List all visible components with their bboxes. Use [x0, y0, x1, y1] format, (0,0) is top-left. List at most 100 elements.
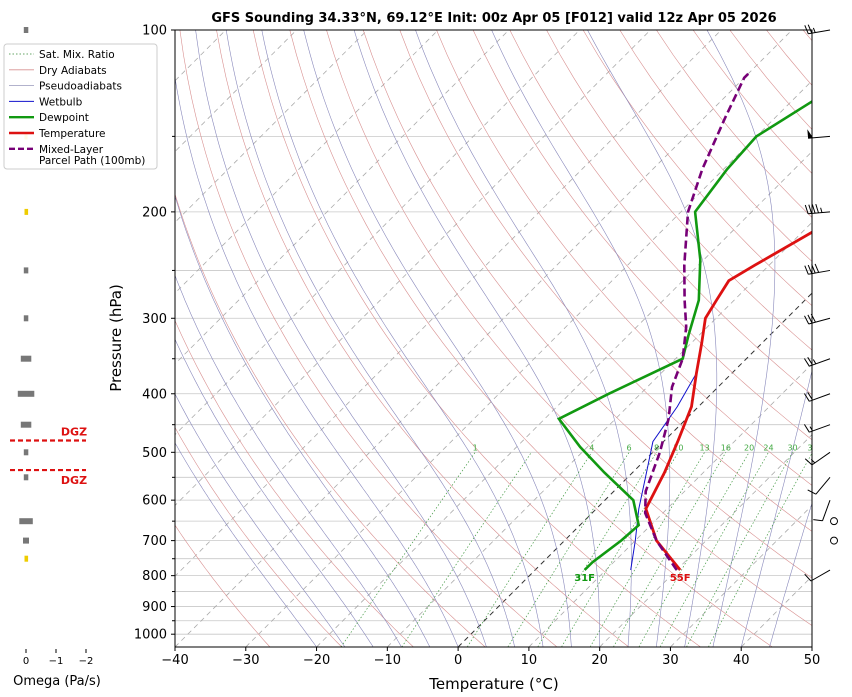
omega-axis-label: Omega (Pa/s): [13, 674, 101, 689]
wind-barb-feather: [807, 314, 813, 324]
dry-adiabat: [582, 30, 812, 307]
moist-adiabat: [415, 30, 632, 647]
plot-frame: [174, 29, 813, 648]
legend-label: Temperature: [38, 128, 106, 140]
dry-adiabat: [175, 524, 271, 647]
legend-label: Pseudoadiabats: [39, 81, 122, 93]
omega-bar: [23, 315, 29, 322]
x-axis-label: Temperature (°C): [428, 675, 558, 693]
y-tick-label: 100: [142, 24, 167, 39]
dry-adiabat: [802, 30, 812, 42]
mixing-ratio-label: 8: [654, 443, 659, 452]
mixing-ratio-line: [589, 452, 705, 647]
calm-wind-circle: [830, 536, 838, 545]
wind-barb-staff: [809, 424, 831, 433]
isotherm-line: [175, 30, 510, 365]
mixing-ratio-label: 10: [673, 443, 683, 452]
moist-adiabat: [175, 393, 346, 647]
wind-barb-feather: [811, 204, 816, 214]
omega-panel: 0 −1 −2 Omega (Pa/s) DGZ DGZ: [4, 27, 101, 689]
series-mixed-layer: [643, 72, 750, 571]
omega-bar: [23, 449, 29, 456]
surface-dewpoint-label: 31F: [574, 573, 595, 584]
dgz-label: DGZ: [61, 474, 87, 487]
dry-adiabat: [326, 30, 812, 626]
y-tick-label: 600: [142, 494, 167, 509]
isotherm-line: [528, 363, 812, 647]
omega-bar: [17, 390, 35, 397]
dry-adiabat: [509, 30, 812, 396]
omega-bar: [23, 267, 29, 274]
wind-barb-staff: [808, 269, 831, 275]
dry-adiabat: [175, 426, 342, 647]
wind-barb-half-feather: [812, 359, 817, 365]
mixing-ratio-label: 16: [721, 443, 731, 452]
series-group: 55F 31F: [556, 72, 812, 584]
dry-adiabat: [179, 30, 558, 647]
moist-adiabat: [175, 75, 459, 647]
wind-barb-feather: [804, 573, 812, 582]
dry-adiabat: [472, 30, 812, 441]
x-tick-label: 30: [662, 653, 679, 668]
omega-tick-label: 0: [23, 656, 29, 667]
moist-adiabat: [175, 194, 431, 647]
x-tick-label: −40: [161, 653, 188, 668]
moist-adiabat: [175, 442, 317, 647]
dry-adiabat: [216, 30, 629, 647]
y-tick-label: 1000: [134, 628, 167, 643]
wind-barb-feather: [807, 264, 813, 274]
wind-barb-feather: [810, 313, 816, 323]
dry-adiabat: [619, 30, 812, 262]
y-axis-label: Pressure (hPa): [107, 284, 125, 392]
legend-label: Parcel Path (100mb): [39, 155, 145, 167]
moist-adiabat: [769, 501, 812, 647]
legend-label: Dry Adiabats: [39, 65, 107, 77]
legend-box: [3, 43, 158, 170]
isotherm-line: [175, 30, 793, 647]
moist-adiabat: [353, 30, 600, 647]
isotherm-line: [599, 434, 812, 647]
mixing-ratio-line: [613, 452, 727, 647]
x-tick-label: 20: [591, 653, 608, 668]
wind-barb-half-feather: [820, 207, 823, 213]
isotherm-line: [316, 150, 812, 647]
chart-title: GFS Sounding 34.33°N, 69.12°E Init: 00z …: [211, 11, 776, 26]
y-tick-label: 900: [142, 600, 167, 615]
wind-barb-feather: [807, 357, 814, 366]
x-tick-label: 0: [454, 653, 462, 668]
x-tick-label: −10: [374, 653, 401, 668]
surface-temp-label: 55F: [670, 573, 691, 584]
x-tick-label: 40: [733, 653, 750, 668]
mixing-ratio-label: 24: [763, 443, 773, 452]
calm-wind-circle: [830, 517, 838, 526]
wind-barb-feather: [807, 489, 817, 495]
legend-label: Wetbulb: [39, 96, 83, 108]
moist-adiabat: [740, 369, 812, 647]
wind-barb-feather: [803, 358, 810, 367]
legend-label: Sat. Mix. Ratio: [39, 49, 115, 61]
wind-barb-feather: [815, 203, 819, 214]
background-lines: 1 4 6 8 10 13 16 20 24 30 36: [175, 30, 812, 647]
omega-bar: [23, 27, 29, 33]
dry-adiabat: [729, 30, 812, 130]
wind-barb-feather: [807, 392, 814, 401]
moist-adiabat: [195, 30, 487, 647]
dry-adiabat: [692, 30, 812, 174]
x-tick-label: 10: [521, 653, 538, 668]
mixing-ratio-line: [340, 452, 476, 647]
wind-barb-feather: [803, 424, 810, 433]
y-tick-label: 400: [142, 387, 167, 402]
wind-barb-staff: [808, 317, 831, 325]
wind-barb-feather: [804, 204, 809, 214]
series-dewpoint: [556, 99, 812, 571]
isotherm-line: [811, 646, 812, 647]
dry-adiabat: [362, 30, 812, 579]
dry-adiabat: [252, 30, 701, 647]
wind-barb-feather: [813, 519, 823, 522]
isotherm-line: [175, 30, 722, 577]
mixing-ratio-label: 30: [787, 443, 797, 452]
x-tick-label: −20: [303, 653, 330, 668]
dry-adiabat: [175, 319, 414, 647]
moist-adiabat: [587, 30, 718, 647]
